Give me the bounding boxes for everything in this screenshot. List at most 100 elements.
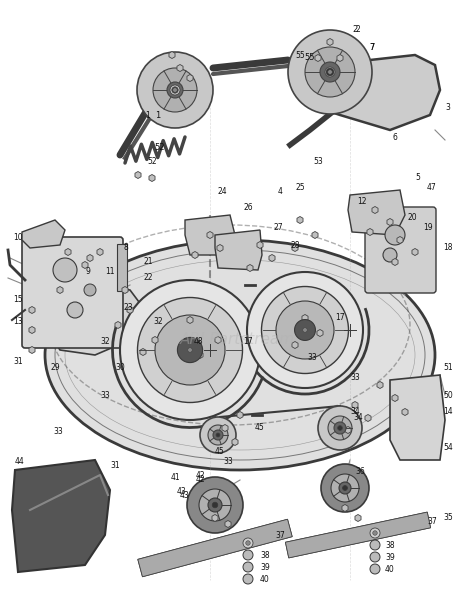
Polygon shape [348, 190, 405, 235]
Circle shape [188, 348, 192, 352]
Text: 27: 27 [273, 223, 283, 232]
Circle shape [370, 552, 380, 562]
Text: 33: 33 [53, 427, 63, 436]
Circle shape [173, 88, 177, 92]
Text: 31: 31 [110, 461, 120, 470]
Text: 39: 39 [385, 553, 395, 562]
Circle shape [331, 474, 359, 502]
Text: 20: 20 [407, 214, 417, 223]
Circle shape [343, 486, 347, 491]
Circle shape [276, 301, 334, 359]
Text: 1: 1 [146, 111, 150, 120]
Circle shape [153, 68, 197, 112]
Text: 9: 9 [86, 267, 91, 276]
Text: 34: 34 [350, 408, 360, 417]
Circle shape [137, 52, 213, 128]
Circle shape [53, 258, 77, 282]
Text: 24: 24 [217, 187, 227, 196]
Circle shape [321, 464, 369, 512]
Circle shape [216, 433, 220, 437]
Text: 38: 38 [260, 550, 270, 559]
Text: 42: 42 [195, 471, 205, 480]
Circle shape [303, 327, 307, 332]
Circle shape [120, 280, 260, 420]
Text: 21: 21 [143, 258, 153, 267]
Text: 29: 29 [50, 364, 60, 373]
Text: 14: 14 [443, 408, 453, 417]
Text: 50: 50 [443, 391, 453, 400]
Circle shape [343, 486, 347, 490]
Circle shape [246, 541, 250, 545]
Circle shape [243, 562, 253, 572]
Text: 48: 48 [193, 338, 203, 347]
Circle shape [212, 502, 218, 508]
Text: 33: 33 [100, 391, 110, 400]
Text: 55: 55 [295, 51, 305, 60]
Text: 45: 45 [255, 423, 265, 432]
Circle shape [262, 287, 348, 373]
Circle shape [325, 67, 335, 77]
Text: 33: 33 [350, 373, 360, 382]
Circle shape [185, 345, 195, 355]
Circle shape [84, 284, 96, 296]
Polygon shape [138, 520, 292, 577]
Text: 8: 8 [124, 243, 128, 252]
Circle shape [288, 30, 372, 114]
Text: 22: 22 [143, 273, 153, 282]
Text: 32: 32 [100, 338, 110, 347]
Text: 2: 2 [356, 25, 360, 34]
Text: 45: 45 [215, 447, 225, 456]
Text: 33: 33 [307, 353, 317, 362]
Text: 12: 12 [357, 197, 367, 206]
Polygon shape [40, 285, 145, 355]
Text: 25: 25 [295, 184, 305, 193]
Circle shape [137, 297, 243, 403]
Circle shape [370, 528, 380, 538]
Text: 3: 3 [446, 104, 450, 113]
Circle shape [167, 82, 183, 98]
Circle shape [187, 477, 243, 533]
Text: ARI Partstream: ARI Partstream [180, 332, 294, 347]
Text: 39: 39 [260, 562, 270, 571]
Circle shape [328, 70, 332, 74]
Circle shape [334, 422, 346, 434]
Text: 43: 43 [180, 491, 190, 500]
Text: 19: 19 [423, 223, 433, 232]
Polygon shape [310, 55, 440, 130]
Text: 23: 23 [123, 303, 133, 312]
Text: 47: 47 [427, 184, 437, 193]
Polygon shape [390, 375, 445, 460]
Text: 30: 30 [115, 364, 125, 373]
Circle shape [243, 574, 253, 584]
Circle shape [243, 538, 253, 548]
Text: 17: 17 [335, 314, 345, 323]
Polygon shape [215, 230, 262, 270]
Text: 55: 55 [305, 54, 315, 63]
Circle shape [210, 500, 220, 510]
Text: 52: 52 [155, 143, 165, 152]
Circle shape [208, 498, 222, 512]
Text: 38: 38 [385, 541, 395, 550]
Text: 35: 35 [443, 514, 453, 523]
Circle shape [340, 483, 350, 493]
Circle shape [326, 68, 334, 76]
Text: 7: 7 [370, 43, 374, 52]
Circle shape [208, 425, 228, 445]
FancyBboxPatch shape [22, 237, 123, 348]
Polygon shape [138, 520, 292, 577]
Text: 41: 41 [170, 474, 180, 482]
Circle shape [155, 315, 225, 385]
Circle shape [370, 564, 380, 574]
Polygon shape [185, 215, 235, 255]
Text: 17: 17 [243, 338, 253, 347]
Text: 13: 13 [13, 317, 23, 326]
Text: 7: 7 [369, 43, 374, 52]
Text: 32: 32 [153, 317, 163, 326]
Text: 4: 4 [278, 187, 283, 196]
Text: 15: 15 [13, 296, 23, 305]
Text: 2: 2 [352, 25, 357, 34]
Polygon shape [285, 512, 430, 558]
Text: 40: 40 [385, 565, 395, 574]
Text: 18: 18 [443, 243, 453, 252]
Text: 40: 40 [260, 574, 270, 583]
